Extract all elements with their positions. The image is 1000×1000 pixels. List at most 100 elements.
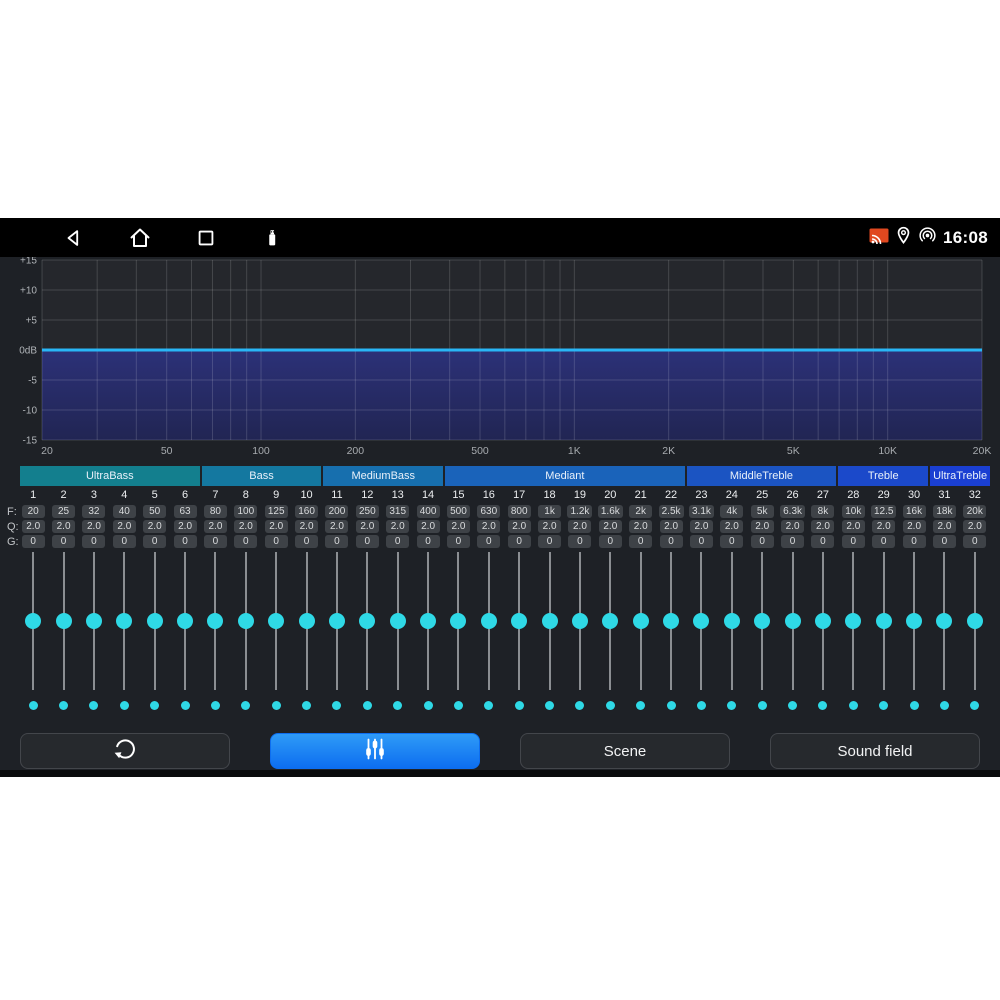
eq-band-slider-7[interactable] (200, 552, 230, 690)
scene-button[interactable]: Scene (520, 733, 730, 769)
slider-knob[interactable] (693, 613, 710, 629)
eq-band-slider-30[interactable] (899, 552, 929, 690)
gain-chip: 0 (750, 535, 774, 548)
eq-band-slider-1[interactable] (18, 552, 48, 690)
slider-knob[interactable] (146, 613, 163, 629)
eq-band-slider-23[interactable] (686, 552, 716, 690)
eq-band-slider-9[interactable] (261, 552, 291, 690)
eq-band-slider-5[interactable] (140, 552, 170, 690)
slider-knob[interactable] (389, 613, 406, 629)
eq-band-slider-18[interactable] (534, 552, 564, 690)
eq-band-slider-32[interactable] (960, 552, 990, 690)
eq-band-slider-14[interactable] (413, 552, 443, 690)
x-axis-tick: 10K (878, 445, 897, 457)
y-axis-tick: 0dB (19, 346, 37, 357)
slider-knob[interactable] (420, 613, 437, 629)
slider-knob[interactable] (754, 613, 771, 629)
eq-band-slider-21[interactable] (626, 552, 656, 690)
eq-band-slider-20[interactable] (595, 552, 625, 690)
band-indicator-dot (332, 701, 342, 710)
back-icon[interactable] (62, 226, 86, 250)
slider-knob[interactable] (177, 613, 194, 629)
slider-knob[interactable] (116, 613, 133, 629)
y-axis-tick: -15 (23, 436, 38, 447)
channel-number: 29 (877, 489, 890, 501)
eq-band-slider-15[interactable] (443, 552, 473, 690)
band-indicator-dot (302, 701, 312, 710)
eq-band-slider-24[interactable] (717, 552, 747, 690)
slider-knob[interactable] (966, 613, 983, 629)
slider-knob[interactable] (936, 613, 953, 629)
band-indicator-dot (605, 701, 615, 710)
location-icon (895, 226, 912, 250)
slider-knob[interactable] (541, 613, 558, 629)
gain-chip: 0 (82, 535, 106, 548)
eq-band-slider-31[interactable] (929, 552, 959, 690)
sound-field-button-label: Sound field (837, 742, 913, 760)
slider-knob[interactable] (328, 613, 345, 629)
reset-button[interactable] (20, 733, 230, 769)
recents-icon[interactable] (194, 226, 218, 250)
slider-knob[interactable] (298, 613, 315, 629)
slider-knob[interactable] (85, 613, 102, 629)
q-chip: 2.0 (21, 520, 45, 533)
slider-knob[interactable] (237, 613, 254, 629)
slider-knob[interactable] (480, 613, 497, 629)
eq-band-slider-27[interactable] (808, 552, 838, 690)
q-row-label: Q: (7, 521, 19, 533)
slider-knob[interactable] (602, 613, 619, 629)
sound-field-button[interactable]: Sound field (770, 733, 980, 769)
slider-knob[interactable] (359, 613, 376, 629)
eq-band-slider-29[interactable] (869, 552, 899, 690)
frequency-chip: 3.1k (688, 505, 714, 518)
eq-band-slider-28[interactable] (838, 552, 868, 690)
eq-band-slider-3[interactable] (79, 552, 109, 690)
equalizer-button[interactable] (270, 733, 480, 769)
eq-band-slider-8[interactable] (231, 552, 261, 690)
slider-knob[interactable] (511, 613, 528, 629)
band-indicator-dot (453, 701, 463, 710)
band-group-mediant: Mediant (445, 466, 685, 486)
slider-knob[interactable] (784, 613, 801, 629)
eq-band-slider-10[interactable] (291, 552, 321, 690)
q-chip: 2.0 (963, 520, 987, 533)
slider-knob[interactable] (571, 613, 588, 629)
gain-chip: 0 (234, 535, 258, 548)
eq-band-slider-25[interactable] (747, 552, 777, 690)
q-chip: 2.0 (689, 520, 713, 533)
eq-band-slider-12[interactable] (352, 552, 382, 690)
eq-band-slider-6[interactable] (170, 552, 200, 690)
slider-knob[interactable] (450, 613, 467, 629)
home-icon[interactable] (128, 226, 152, 250)
band-indicator-dot (788, 701, 798, 710)
eq-band-slider-11[interactable] (322, 552, 352, 690)
eq-band-slider-26[interactable] (777, 552, 807, 690)
slider-knob[interactable] (906, 613, 923, 629)
slider-knob[interactable] (814, 613, 831, 629)
eq-band-slider-4[interactable] (109, 552, 139, 690)
eq-band-slider-22[interactable] (656, 552, 686, 690)
eq-band-slider-16[interactable] (474, 552, 504, 690)
eq-band-slider-2[interactable] (48, 552, 78, 690)
frequency-chip: 40 (112, 505, 136, 518)
slider-knob[interactable] (632, 613, 649, 629)
slider-knob[interactable] (268, 613, 285, 629)
eq-band-slider-13[interactable] (383, 552, 413, 690)
gain-chip: 0 (264, 535, 288, 548)
eq-band-slider-19[interactable] (565, 552, 595, 690)
slider-knob[interactable] (723, 613, 740, 629)
frequency-chip: 80 (203, 505, 227, 518)
frequency-chip: 400 (416, 505, 440, 518)
frequency-chip: 100 (234, 505, 258, 518)
frequency-chip: 18k (932, 505, 956, 518)
slider-knob[interactable] (25, 613, 42, 629)
eq-band-slider-17[interactable] (504, 552, 534, 690)
slider-knob[interactable] (207, 613, 224, 629)
slider-knob[interactable] (55, 613, 72, 629)
channel-number: 5 (151, 489, 158, 501)
slider-knob[interactable] (875, 613, 892, 629)
band-group-treble: Treble (838, 466, 929, 486)
slider-knob[interactable] (663, 613, 680, 629)
slider-knob[interactable] (845, 613, 862, 629)
frequency-chip: 2.5k (658, 505, 684, 518)
